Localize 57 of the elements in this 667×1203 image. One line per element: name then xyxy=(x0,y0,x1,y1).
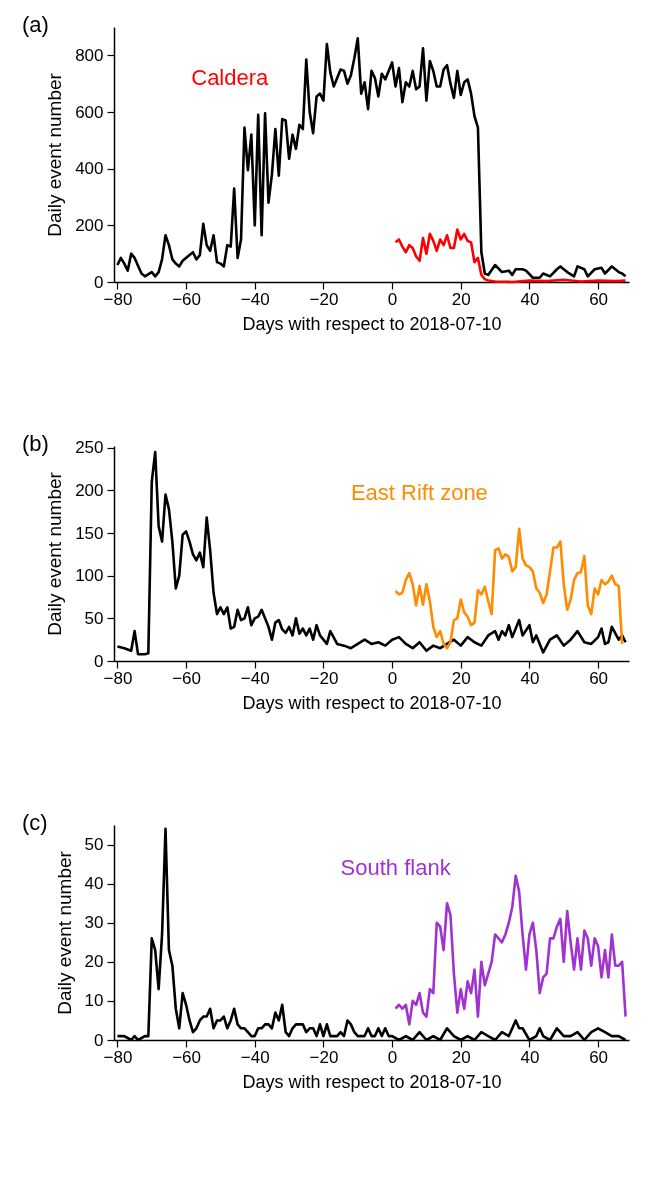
series-label: South flank xyxy=(340,855,452,880)
x-tick-label: −80 xyxy=(103,289,133,309)
x-tick-label: −60 xyxy=(172,289,202,309)
x-tick-label: −80 xyxy=(103,668,133,688)
x-tick-label: −60 xyxy=(172,668,202,688)
y-tick-label: 800 xyxy=(75,45,104,65)
y-tick-label: 200 xyxy=(75,480,104,500)
x-tick-label: 60 xyxy=(589,668,609,688)
series-label: East Rift zone xyxy=(350,480,488,506)
text: Caldera xyxy=(191,65,270,90)
x-tick-label: −40 xyxy=(240,1047,270,1067)
line-series xyxy=(394,527,624,650)
text: (a) xyxy=(22,12,49,37)
line-series xyxy=(394,228,627,284)
line-series xyxy=(394,874,627,1026)
text: (c) xyxy=(22,810,48,835)
y-axis-title: Daily event number xyxy=(53,850,75,1015)
x-tick-label: −40 xyxy=(240,668,270,688)
x-tick-label: −40 xyxy=(240,289,270,309)
y-tick-label: 250 xyxy=(75,438,104,458)
y-tick-label: 50 xyxy=(84,835,104,855)
y-tick-label: 30 xyxy=(84,913,104,933)
y-tick-label: 600 xyxy=(75,102,104,122)
x-tick-label: 60 xyxy=(589,1047,609,1067)
text: (b) xyxy=(22,431,49,456)
y-tick-label: 0 xyxy=(94,272,104,292)
x-axis-title: Days with respect to 2018-07-10 xyxy=(242,313,502,334)
y-axis-title: Daily event number xyxy=(44,72,66,237)
y-tick-label: 0 xyxy=(94,1030,104,1050)
x-tick-label: −80 xyxy=(103,1047,133,1067)
x-tick-label: 20 xyxy=(451,289,471,309)
y-tick-label: 150 xyxy=(75,523,104,543)
y-tick-label: 10 xyxy=(84,991,104,1011)
x-tick-label: −20 xyxy=(309,289,339,309)
x-tick-label: 20 xyxy=(451,1047,471,1067)
y-tick-label: 50 xyxy=(84,608,104,628)
y-tick-label: 40 xyxy=(84,874,104,894)
y-tick-label: 100 xyxy=(75,566,104,586)
x-axis-title: Days with respect to 2018-07-10 xyxy=(242,692,502,713)
x-tick-label: 20 xyxy=(451,668,471,688)
x-tick-label: −20 xyxy=(309,1047,339,1067)
x-tick-label: 0 xyxy=(387,289,398,309)
y-axis-title: Daily event number xyxy=(44,471,66,636)
y-tick-label: 0 xyxy=(94,651,104,671)
y-tick-label: 200 xyxy=(75,215,104,235)
x-tick-label: 60 xyxy=(589,289,609,309)
x-tick-label: 40 xyxy=(520,289,540,309)
x-tick-label: 0 xyxy=(387,668,398,688)
x-tick-label: 40 xyxy=(520,668,540,688)
x-tick-label: −60 xyxy=(172,1047,202,1067)
x-axis-title: Days with respect to 2018-07-10 xyxy=(242,1071,502,1092)
x-tick-label: −20 xyxy=(309,668,339,688)
x-tick-label: 0 xyxy=(387,1047,398,1067)
line-series xyxy=(116,450,627,656)
y-tick-label: 400 xyxy=(75,159,104,179)
y-tick-label: 20 xyxy=(84,952,104,972)
x-tick-label: 40 xyxy=(520,1047,540,1067)
